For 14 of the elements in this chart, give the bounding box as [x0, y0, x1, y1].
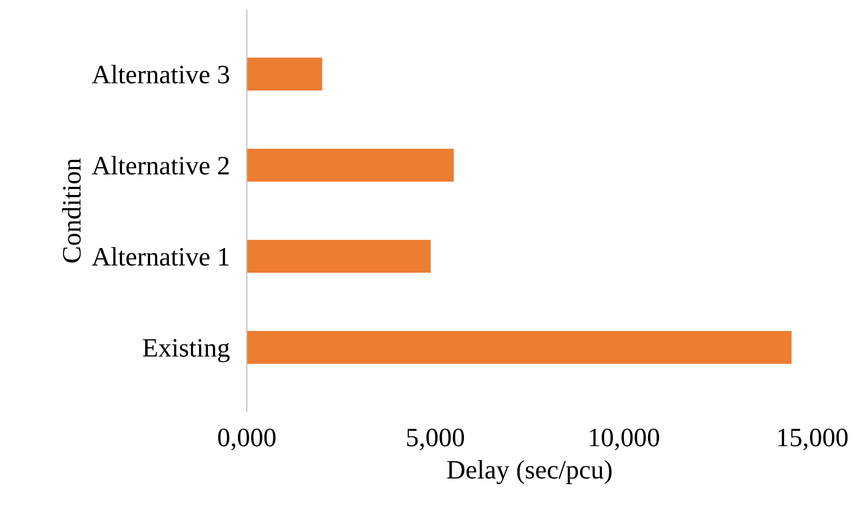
- x-tick-label: 15,000: [778, 428, 848, 450]
- bar: [246, 331, 792, 364]
- y-tick-label: Alternative 3: [92, 64, 230, 84]
- x-axis-title: Delay (sec/pcu): [447, 460, 612, 484]
- bar: [246, 240, 431, 273]
- x-tick-label: 0,000: [218, 428, 276, 450]
- y-tick-label: Alternative 1: [92, 247, 229, 266]
- y-tick-label: Existing: [142, 339, 230, 362]
- y-tick-label: Alternative 2: [92, 156, 229, 175]
- bar: [246, 148, 454, 182]
- x-tick-label: 5,000: [407, 428, 464, 450]
- y-axis-title: Condition: [62, 158, 81, 262]
- bar: [246, 58, 322, 90]
- x-tick-label: 10,000: [590, 428, 660, 450]
